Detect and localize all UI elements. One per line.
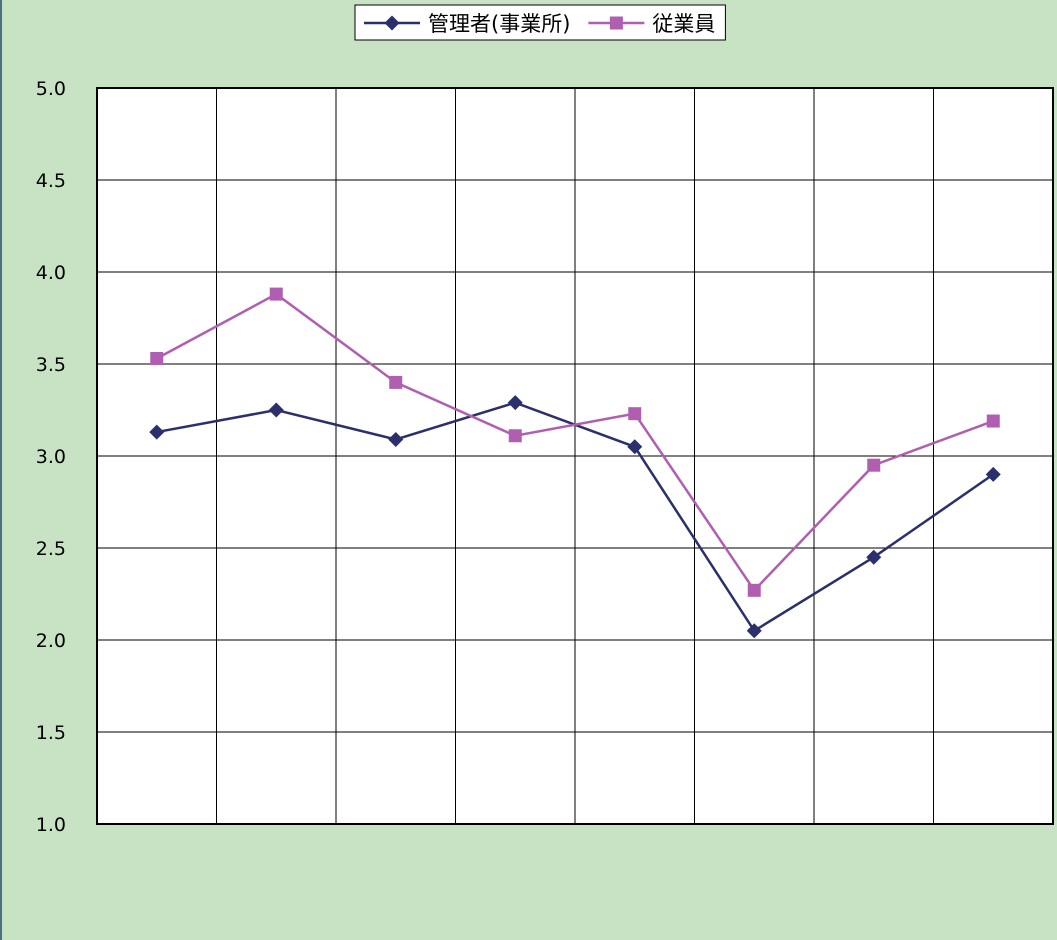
data-point <box>628 407 642 421</box>
y-tick-label: 4.0 <box>36 262 66 284</box>
data-point <box>508 429 522 443</box>
data-point <box>150 351 164 365</box>
data-point <box>389 375 403 389</box>
legend-label: 従業員 <box>652 12 715 36</box>
y-tick-label: 2.0 <box>36 630 66 652</box>
y-tick-label: 4.5 <box>36 170 66 192</box>
data-point <box>149 424 165 440</box>
data-point <box>388 431 404 447</box>
data-point <box>269 287 283 301</box>
data-point <box>627 439 643 455</box>
legend-label: 管理者(事業所) <box>428 12 570 36</box>
y-tick-label: 2.5 <box>36 538 66 560</box>
plot-border <box>96 87 1054 825</box>
y-tick-label: 1.0 <box>36 814 66 836</box>
legend-item-1: 管理者(事業所) <box>364 12 570 36</box>
data-point <box>986 414 1000 428</box>
data-point <box>867 458 881 472</box>
data-point <box>268 402 284 418</box>
y-tick-label: 3.0 <box>36 446 66 468</box>
legend-marker <box>609 16 623 30</box>
data-point <box>866 549 882 565</box>
series-2 <box>150 287 1000 597</box>
data-point <box>747 583 761 597</box>
data-point <box>746 623 762 639</box>
data-point <box>507 395 523 411</box>
legend: 管理者(事業所) 従業員 <box>354 4 726 41</box>
y-tick-label: 1.5 <box>36 722 66 744</box>
y-tick-label: 3.5 <box>36 354 66 376</box>
series-line <box>156 292 994 593</box>
legend-marker <box>384 15 400 31</box>
legend-item-2: 従業員 <box>588 12 715 36</box>
y-tick-label: 5.0 <box>36 78 66 100</box>
data-point <box>985 466 1001 482</box>
